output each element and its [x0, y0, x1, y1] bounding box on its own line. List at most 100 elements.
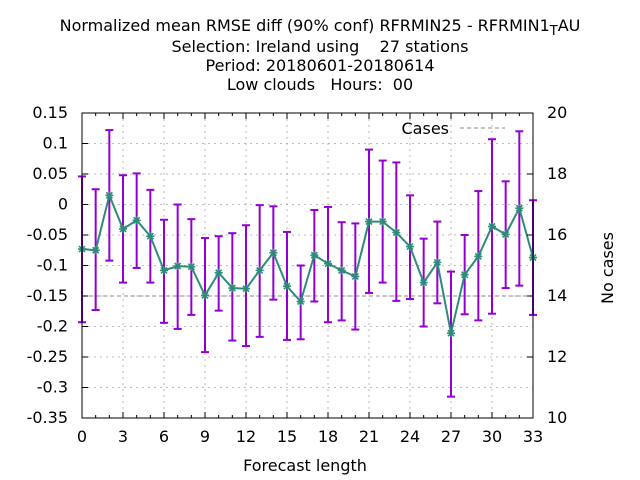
- data-point: [337, 266, 346, 275]
- chart-title-main: Normalized mean RMSE diff (90% conf) RFR…: [59, 16, 550, 35]
- data-point-stroke: [133, 216, 141, 224]
- data-point-stroke: [92, 246, 100, 254]
- data-point: [255, 266, 264, 275]
- data-point: [310, 251, 319, 260]
- y-tick-label: -0.15: [27, 286, 68, 305]
- y-tick-label: 0.1: [43, 134, 68, 153]
- data-point: [433, 258, 442, 267]
- x-tick-label: 9: [200, 427, 210, 446]
- data-point-stroke: [351, 272, 359, 281]
- legend-label-cases: Cases: [402, 119, 450, 138]
- diff-line: [81, 192, 534, 334]
- data-point-stroke: [215, 269, 223, 277]
- data-point-stroke: [256, 266, 264, 274]
- data-point-stroke: [420, 279, 428, 287]
- data-point-stroke: [338, 266, 346, 274]
- y2-tick-label: 20: [547, 103, 567, 122]
- data-point: [242, 284, 250, 293]
- y2-tick-label: 16: [547, 225, 567, 244]
- data-point-stroke: [283, 282, 291, 290]
- data-point: [324, 259, 332, 268]
- x-tick-label: 24: [400, 427, 420, 446]
- data-point: [447, 329, 455, 338]
- y-tick-label: -0.35: [27, 408, 68, 427]
- x-tick-label: 15: [277, 427, 297, 446]
- data-point: [351, 272, 360, 281]
- chart-title-line-2: Selection: Ireland using 27 stations: [171, 37, 469, 56]
- y-tick-labels: 0.15 0.1 0.05 0 -0.05 -0.1 -0.15 -0.2 -0.25 -0.3 -…: [27, 103, 68, 427]
- data-point: [419, 278, 428, 287]
- data-point-stroke: [365, 218, 373, 226]
- y-tick-label: -0.1: [37, 256, 68, 275]
- data-point-stroke: [187, 263, 195, 271]
- data-point: [501, 230, 510, 239]
- data-point: [269, 248, 278, 257]
- data-point-stroke: [201, 291, 209, 299]
- data-point: [91, 246, 100, 255]
- data-point: [173, 262, 182, 271]
- y2-axis-label: No cases: [598, 232, 617, 304]
- data-point-stroke: [146, 232, 154, 240]
- x-axis-label: Forecast length: [243, 456, 367, 475]
- data-point: [515, 204, 524, 213]
- data-point-stroke: [461, 271, 469, 279]
- diff-series: [78, 191, 537, 338]
- x-tick-label: 27: [441, 427, 461, 446]
- data-point: [201, 291, 209, 300]
- data-point-stroke: [174, 262, 182, 270]
- x-tick-labels: 0 3 6 9 12 15 18 21 24 27 30 33: [77, 427, 543, 446]
- data-point: [160, 266, 168, 275]
- x-tick-label: 18: [318, 427, 338, 446]
- y2-tick-labels: 20 18 16 14 12 10: [547, 103, 567, 427]
- data-point: [214, 268, 223, 277]
- chart-title-line-3: Period: 20180601-20180614: [205, 56, 435, 75]
- data-point: [392, 228, 401, 237]
- x-tick-label: 30: [482, 427, 502, 446]
- error-bars: [78, 129, 537, 398]
- x-tick-label: 6: [159, 427, 169, 446]
- data-point: [365, 217, 373, 226]
- y-tick-label: 0.15: [32, 103, 68, 122]
- y-tick-label: -0.05: [27, 225, 68, 244]
- data-point: [146, 232, 155, 241]
- x-tick-label: 3: [118, 427, 128, 446]
- data-point-stroke: [324, 260, 332, 268]
- data-point: [283, 282, 291, 291]
- legend: Cases: [402, 119, 505, 138]
- chart-title-line-1: Normalized mean RMSE diff (90% conf) RFR…: [0, 16, 640, 41]
- x-tick-label: 33: [523, 427, 543, 446]
- y-tick-label: -0.3: [37, 378, 68, 397]
- data-point-stroke: [242, 285, 250, 293]
- data-point-stroke: [310, 251, 318, 259]
- chart-title-subscript: T: [549, 24, 558, 39]
- y2-tick-label: 10: [547, 408, 567, 427]
- data-point-stroke: [447, 329, 455, 337]
- data-point: [296, 297, 305, 306]
- data-point-stroke: [488, 222, 496, 231]
- y2-tick-label: 18: [547, 164, 567, 183]
- data-point-stroke: [297, 297, 305, 306]
- data-point-stroke: [515, 204, 523, 212]
- data-point-stroke: [406, 243, 414, 251]
- x-tick-label: 21: [359, 427, 379, 446]
- y-tick-label: -0.2: [37, 317, 68, 336]
- data-point-stroke: [119, 225, 127, 233]
- data-point: [132, 216, 141, 225]
- x-tick-label: 12: [236, 427, 256, 446]
- data-point: [119, 224, 127, 233]
- data-point: [488, 222, 496, 231]
- data-point-stroke: [228, 284, 236, 292]
- axis-ticks: [81, 112, 534, 419]
- chart-title-tail: AU: [557, 16, 581, 35]
- data-point-stroke: [269, 249, 277, 257]
- data-point-stroke: [379, 218, 387, 226]
- data-point: [228, 284, 237, 293]
- y-tick-label: -0.25: [27, 347, 68, 366]
- data-point-stroke: [474, 252, 482, 260]
- chart-title-line-4: Low clouds Hours: 00: [226, 75, 414, 94]
- y-tick-label: 0.05: [32, 164, 68, 183]
- y2-tick-label: 14: [547, 286, 567, 305]
- x-tick-label: 0: [77, 427, 87, 446]
- y2-tick-label: 12: [547, 347, 567, 366]
